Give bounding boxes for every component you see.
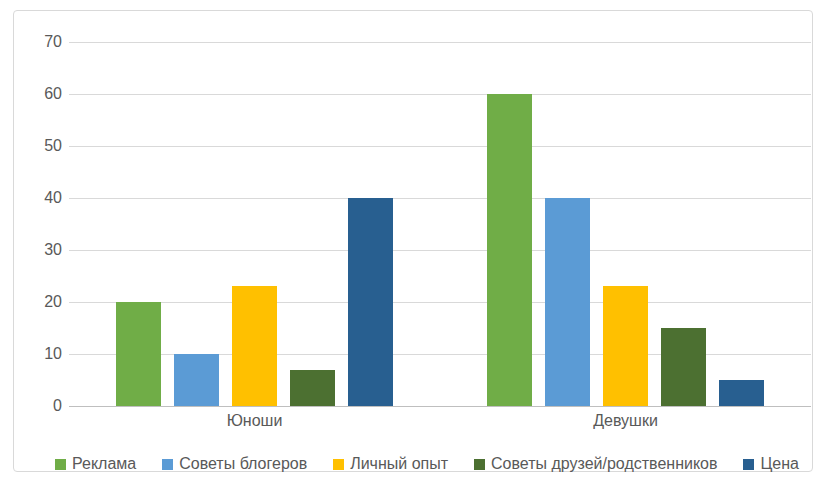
legend-swatch-icon: [162, 459, 173, 470]
legend-item: Советы друзей/родственников: [474, 455, 717, 473]
legend-item: Цена: [743, 455, 798, 473]
y-tick-label: 50: [14, 136, 62, 156]
bar: [487, 94, 532, 406]
legend-label: Личный опыт: [350, 455, 448, 473]
y-tick-label: 20: [14, 292, 62, 312]
y-tick-label: 0: [14, 396, 62, 416]
legend-label: Цена: [760, 455, 798, 473]
bar: [603, 286, 648, 406]
legend-item: Советы блогеров: [162, 455, 307, 473]
bar: [290, 370, 335, 406]
bar: [545, 198, 590, 406]
x-axis-line: [69, 406, 811, 407]
plot-area: [69, 42, 811, 406]
x-axis: ЮношиДевушки: [69, 412, 811, 434]
legend: Реклама Советы блогеров Личный опыт Советы …: [27, 453, 827, 475]
y-tick-label: 10: [14, 344, 62, 364]
legend-swatch-icon: [474, 459, 485, 470]
y-tick-label: 60: [14, 84, 62, 104]
y-tick-label: 40: [14, 188, 62, 208]
category-label: Юноши: [69, 412, 440, 430]
legend-swatch-icon: [55, 459, 66, 470]
y-tick-label: 30: [14, 240, 62, 260]
y-axis: 010203040506070: [14, 42, 62, 406]
y-tick-label: 70: [14, 32, 62, 52]
legend-swatch-icon: [333, 459, 344, 470]
legend-label: Советы друзей/родственников: [491, 455, 717, 473]
legend-item: Личный опыт: [333, 455, 448, 473]
category-group: [440, 42, 811, 406]
bar: [174, 354, 219, 406]
bar: [116, 302, 161, 406]
legend-item: Реклама: [55, 455, 136, 473]
bar: [661, 328, 706, 406]
category-label: Девушки: [440, 412, 811, 430]
legend-label: Реклама: [72, 455, 136, 473]
bar: [719, 380, 764, 406]
legend-label: Советы блогеров: [179, 455, 307, 473]
legend-swatch-icon: [743, 459, 754, 470]
bar: [348, 198, 393, 406]
category-group: [69, 42, 440, 406]
bar: [232, 286, 277, 406]
chart-frame: 0 10 20 30 40 50 60 70 ЮношиДевушки Реклама Сове…: [13, 10, 813, 472]
